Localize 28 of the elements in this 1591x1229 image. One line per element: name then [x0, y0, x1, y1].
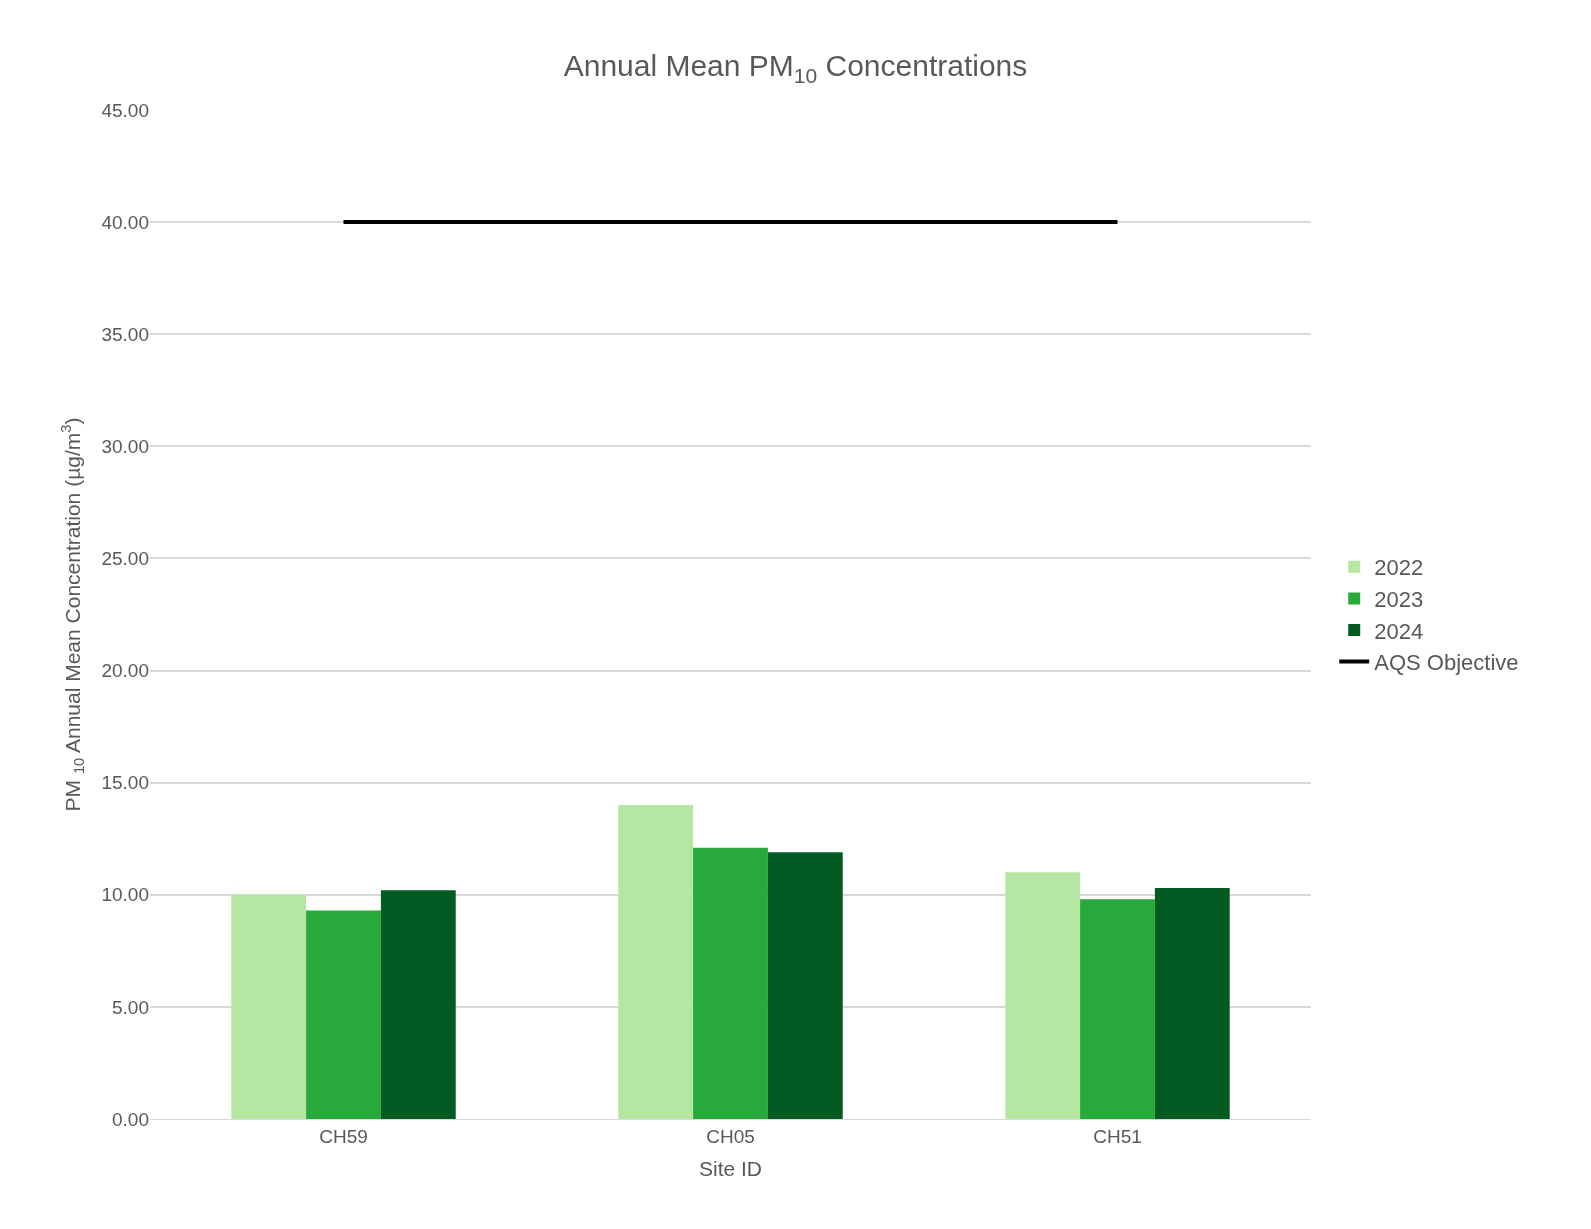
- legend-label: 2022: [1374, 555, 1424, 581]
- bar: [693, 847, 768, 1119]
- y-tick-label: 30.00: [101, 435, 149, 457]
- bar: [306, 910, 381, 1119]
- y-tick-label: 10.00: [101, 884, 149, 906]
- bar: [380, 890, 456, 1119]
- y-tick-label: 15.00: [101, 772, 149, 794]
- x-tick-label: CH59: [319, 1125, 368, 1147]
- legend-label: AQS Objective: [1374, 650, 1519, 676]
- bar: [767, 852, 843, 1119]
- y-tick-label: 5.00: [112, 996, 149, 1018]
- legend-label: 2023: [1374, 586, 1424, 612]
- y-tick-label: 20.00: [101, 660, 149, 682]
- y-tick-label: 25.00: [101, 548, 149, 570]
- bar: [618, 805, 694, 1119]
- bar: [1080, 899, 1155, 1119]
- y-tick-label: 0.00: [112, 1108, 149, 1130]
- x-tick-label: CH05: [706, 1125, 755, 1147]
- legend-label: 2024: [1374, 618, 1424, 644]
- chart-title: Annual Mean PM$_{10}$ Concentrations: [563, 49, 1028, 87]
- bar: [1005, 872, 1081, 1119]
- y-tick-label: 45.00: [101, 99, 149, 121]
- y-tick-label: 40.00: [101, 211, 149, 233]
- y-tick-label: 35.00: [101, 323, 149, 345]
- x-axis-title: Site ID: [698, 1157, 763, 1180]
- x-tick-label: CH51: [1093, 1125, 1142, 1147]
- bar: [231, 894, 307, 1119]
- bar: [1154, 888, 1230, 1119]
